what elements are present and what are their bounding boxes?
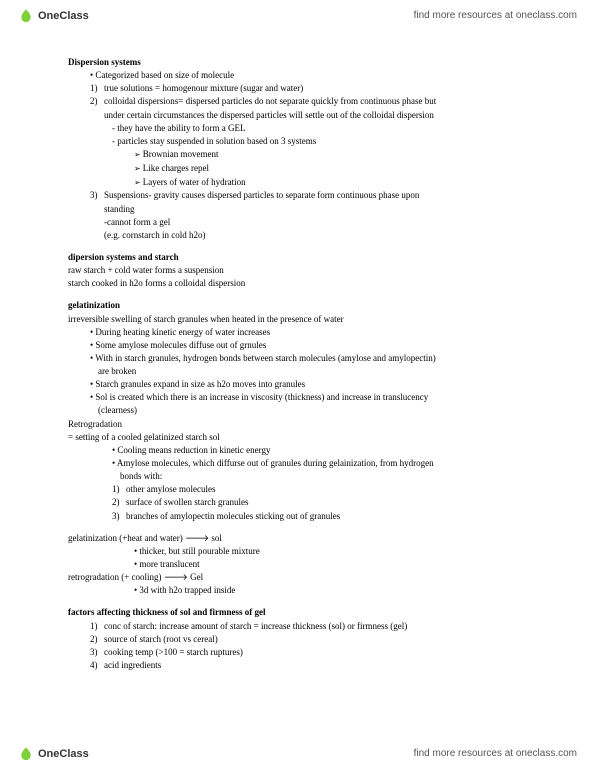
text-line: 3d with h2o trapped inside: [134, 584, 527, 596]
list-item: 3)Suspensions- gravity causes dispersed …: [90, 189, 527, 201]
text-line: Some amylose molecules diffuse out of gr…: [90, 339, 527, 351]
text-line: Brownian movement: [134, 148, 527, 161]
section-title: gelatinization: [68, 299, 527, 311]
text-line: they have the ability to form a GEL: [112, 122, 527, 134]
section-title: Dispersion systems: [68, 56, 527, 68]
text-line: irreversible swelling of starch granules…: [68, 313, 527, 325]
text-line: Starch granules expand in size as h2o mo…: [90, 378, 527, 390]
text-line: Layers of water of hydration: [134, 176, 527, 189]
list-item: 3)cooking temp (>100 = starch ruptures): [90, 646, 527, 658]
text-line: standing: [104, 203, 527, 215]
text-line: retrogradation (+ cooling) 🡒 Gel: [68, 571, 527, 583]
list-item: 2)colloidal dispersions= dispersed parti…: [90, 95, 527, 107]
text-line: particles stay suspended in solution bas…: [112, 135, 527, 147]
footer-tagline: find more resources at oneclass.com: [414, 747, 577, 761]
list-item: 1)true solutions = homogenour mixture (s…: [90, 82, 527, 94]
section-title: Retrogradation: [68, 418, 527, 430]
brand-text-footer: OneClass: [38, 747, 89, 762]
text-line: more translucent: [134, 558, 527, 570]
header-tagline: find more resources at oneclass.com: [414, 9, 577, 23]
list-item: 1)conc of starch: increase amount of sta…: [90, 620, 527, 632]
text-line: are broken: [98, 365, 527, 377]
leaf-icon: [18, 8, 34, 24]
text-line: Like charges repel: [134, 162, 527, 175]
leaf-icon: [18, 746, 34, 762]
list-item: 4)acid ingredients: [90, 659, 527, 671]
text-line: (clearness): [98, 404, 527, 416]
footer-bar: OneClass find more resources at oneclass…: [0, 742, 595, 766]
text-line: bonds with:: [120, 470, 527, 482]
brand-logo: OneClass: [18, 8, 89, 24]
text-line: Amylose molecules, which diffurse out of…: [112, 457, 527, 469]
text-line: starch cooked in h2o forms a colloidal d…: [68, 277, 527, 289]
text-line: thicker, but still pourable mixture: [134, 545, 527, 557]
text-line: Sol is created which there is an increas…: [90, 391, 527, 403]
section-title: factors affecting thickness of sol and f…: [68, 606, 527, 618]
section-title: dipersion systems and starch: [68, 251, 527, 263]
list-item: 2)surface of swollen starch granules: [112, 496, 527, 508]
document-body: Dispersion systems Categorized based on …: [68, 56, 527, 671]
list-item: 1)other amylose molecules: [112, 483, 527, 495]
list-item: 3)branches of amylopectin molecules stic…: [112, 510, 527, 522]
text-line: raw starch + cold water forms a suspensi…: [68, 264, 527, 276]
text-line: gelatinization (+heat and water) 🡒 sol: [68, 532, 527, 544]
brand-text: OneClass: [38, 9, 89, 24]
text-line: -cannot form a gel: [104, 216, 527, 228]
text-line: under certain circumstances the disperse…: [104, 109, 527, 121]
text-line: (e.g. cornstarch in cold h2o): [104, 229, 527, 241]
text-line: With in starch granules, hydrogen bonds …: [90, 352, 527, 364]
text-line: Categorized based on size of molecule: [90, 69, 527, 81]
text-line: = setting of a cooled gelatinized starch…: [68, 431, 527, 443]
text-line: Cooling means reduction in kinetic energ…: [112, 444, 527, 456]
list-item: 2)source of starch (root vs cereal): [90, 633, 527, 645]
text-line: During heating kinetic energy of water i…: [90, 326, 527, 338]
header-bar: OneClass find more resources at oneclass…: [0, 4, 595, 28]
brand-logo-footer: OneClass: [18, 746, 89, 762]
